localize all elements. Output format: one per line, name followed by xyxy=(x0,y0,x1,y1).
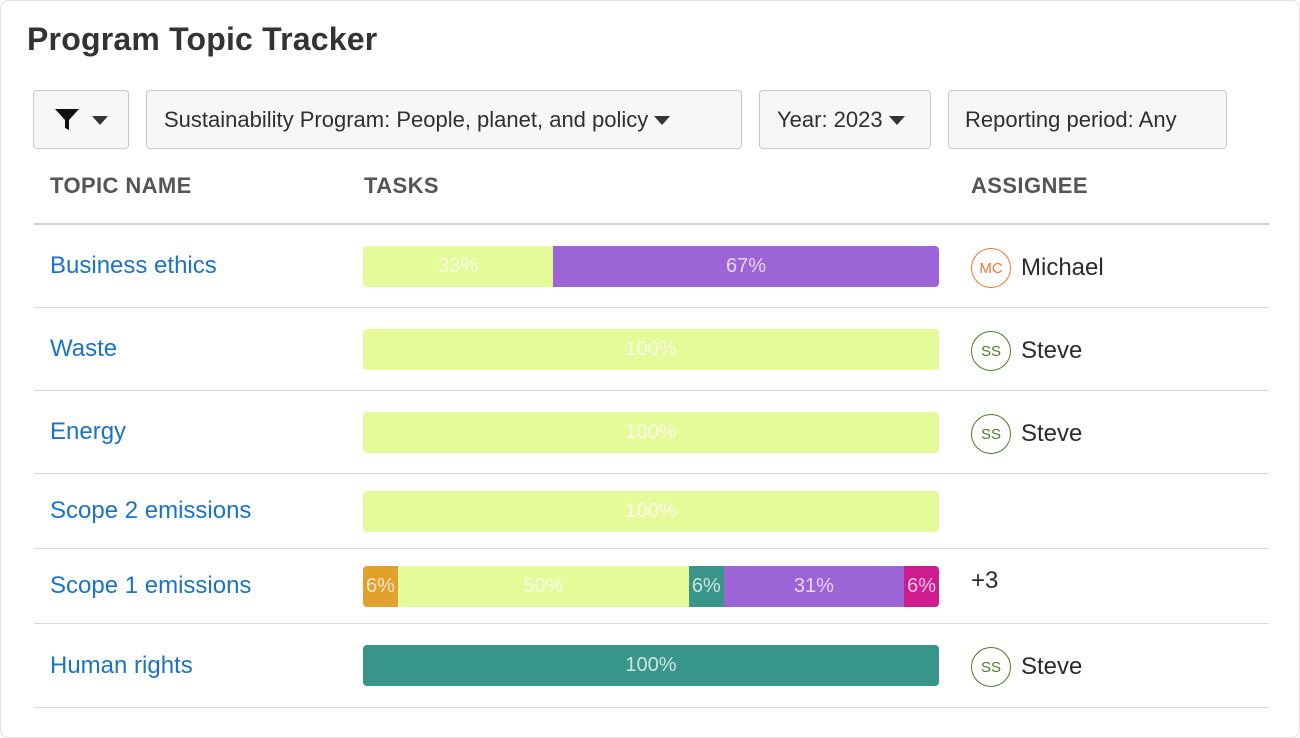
task-progress-bar[interactable]: 100% xyxy=(363,491,939,532)
task-segment-label: 50% xyxy=(523,575,564,597)
filter-menu-button[interactable] xyxy=(33,90,129,149)
task-progress-bar[interactable]: 100% xyxy=(363,329,939,370)
task-segment[interactable]: 100% xyxy=(363,412,939,453)
topic-link[interactable]: Energy xyxy=(50,418,127,445)
assignee-cell[interactable]: SS Steve xyxy=(971,647,1082,687)
task-segment-label: 100% xyxy=(625,338,677,360)
assignee-name: Michael xyxy=(1021,254,1104,281)
task-segment-label: 33% xyxy=(438,255,479,277)
task-progress-bar[interactable]: 100% xyxy=(363,645,939,686)
assignee-name: Steve xyxy=(1021,337,1083,364)
task-segment-label: 31% xyxy=(793,575,834,597)
topic-link[interactable]: Waste xyxy=(50,335,118,362)
task-segment-label: 6% xyxy=(907,575,936,597)
task-segment[interactable]: 33% xyxy=(363,246,554,287)
task-segment-label: 100% xyxy=(625,421,677,443)
column-header-topic[interactable]: TOPIC NAME xyxy=(50,173,192,198)
reporting-period-dropdown[interactable]: Reporting period: Any xyxy=(948,90,1227,149)
avatar: SS xyxy=(971,414,1011,454)
assignee-cell[interactable]: +3 xyxy=(971,567,998,595)
task-segment-label: 100% xyxy=(625,654,677,676)
column-header-tasks[interactable]: TASKS xyxy=(364,173,439,198)
assignee-cell[interactable]: SS Steve xyxy=(971,331,1082,371)
task-segment-label: 100% xyxy=(625,500,677,522)
year-dropdown[interactable]: Year: 2023 xyxy=(759,90,931,149)
task-segment[interactable]: 67% xyxy=(553,246,939,287)
row-divider xyxy=(34,707,1269,708)
task-progress-bar[interactable]: 6% 50% 6% 31% 6% xyxy=(363,566,939,607)
chevron-down-icon xyxy=(888,116,905,125)
program-dropdown[interactable]: Sustainability Program: People, planet, … xyxy=(146,90,742,149)
topic-link[interactable]: Scope 2 emissions xyxy=(50,497,252,524)
column-header-assignee[interactable]: ASSIGNEE xyxy=(971,173,1088,198)
topic-link[interactable]: Business ethics xyxy=(50,252,217,279)
assignee-cell[interactable]: SS Steve xyxy=(971,414,1082,454)
task-progress-bar[interactable]: 33% 67% xyxy=(363,246,939,287)
program-dropdown-label: Sustainability Program: People, planet, … xyxy=(164,106,649,132)
task-progress-bar[interactable]: 100% xyxy=(363,412,939,453)
task-segment-label: 67% xyxy=(726,255,767,277)
reporting-period-label: Reporting period: Any xyxy=(965,106,1177,132)
task-segment[interactable]: 100% xyxy=(363,329,939,370)
task-segment[interactable]: 6% xyxy=(904,566,939,607)
task-segment[interactable]: 6% xyxy=(363,566,398,607)
more-assignees-count[interactable]: +3 xyxy=(971,567,999,594)
task-segment[interactable]: 100% xyxy=(363,491,939,532)
task-segment[interactable]: 50% xyxy=(397,566,689,607)
topic-link[interactable]: Scope 1 emissions xyxy=(50,572,252,599)
task-segment[interactable]: 31% xyxy=(723,566,905,607)
funnel-icon xyxy=(54,108,80,132)
avatar: SS xyxy=(971,647,1011,687)
row-divider xyxy=(34,548,1269,549)
topic-link[interactable]: Human rights xyxy=(50,652,193,679)
chevron-down-icon xyxy=(92,116,108,125)
row-divider xyxy=(34,390,1269,391)
avatar: MC xyxy=(971,248,1011,288)
task-segment[interactable]: 6% xyxy=(688,566,724,607)
assignee-cell[interactable]: MC Michael xyxy=(971,248,1104,288)
chevron-down-icon xyxy=(654,116,671,125)
task-segment[interactable]: 100% xyxy=(363,645,939,686)
assignee-name: Steve xyxy=(1021,653,1083,680)
row-divider xyxy=(34,473,1269,474)
year-dropdown-label: Year: 2023 xyxy=(777,106,883,132)
row-divider xyxy=(34,623,1269,624)
assignee-name: Steve xyxy=(1021,420,1083,447)
task-segment-label: 6% xyxy=(366,575,395,597)
header-divider xyxy=(34,223,1269,225)
page-title: Program Topic Tracker xyxy=(27,21,378,57)
avatar: SS xyxy=(971,331,1011,371)
row-divider xyxy=(34,307,1269,308)
task-segment-label: 6% xyxy=(691,575,721,597)
